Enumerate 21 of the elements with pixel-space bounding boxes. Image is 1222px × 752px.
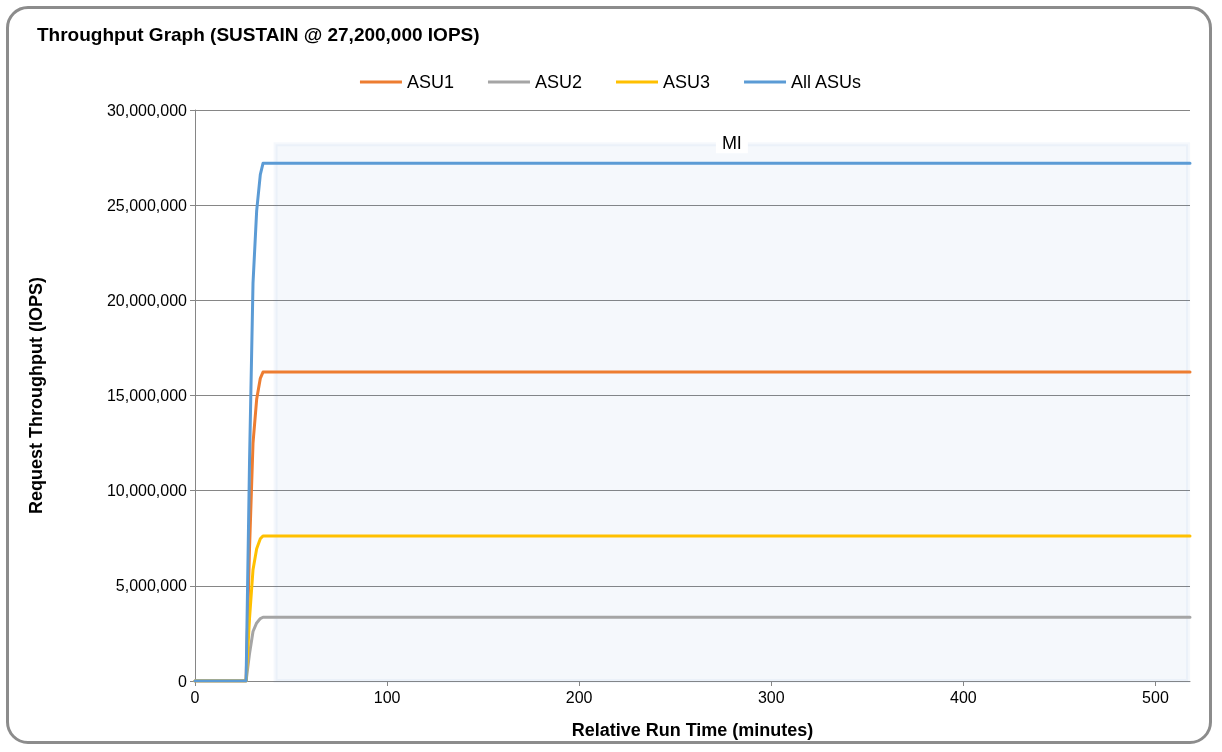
x-tick-label: 500 bbox=[1142, 688, 1169, 706]
legend-label: ASU2 bbox=[534, 72, 583, 92]
y-tick-label: 30,000,000 bbox=[106, 101, 188, 119]
y-tick-label: 20,000,000 bbox=[106, 291, 188, 309]
x-tick-label: 100 bbox=[373, 688, 401, 706]
y-tick-label: 0 bbox=[178, 672, 188, 690]
x-axis-title: Relative Run Time (minutes) bbox=[571, 720, 814, 740]
y-tick-label: 5,000,000 bbox=[115, 577, 188, 595]
y-tick-label: 25,000,000 bbox=[106, 196, 188, 214]
x-tick-label: 400 bbox=[949, 688, 977, 706]
y-tick-label: 10,000,000 bbox=[106, 482, 188, 500]
y-axis-title: Request Throughput (IOPS) bbox=[26, 277, 46, 514]
y-tick-label: 15,000,000 bbox=[106, 387, 188, 404]
x-tick-label: 300 bbox=[757, 688, 785, 706]
band-label: MI bbox=[721, 133, 742, 154]
x-tick-label: 200 bbox=[565, 688, 593, 706]
chart-title: Throughput Graph (SUSTAIN @ 27,200,000 IOPS) bbox=[37, 24, 480, 45]
legend-label: All ASUs bbox=[791, 72, 862, 92]
legend-label: ASU1 bbox=[406, 72, 454, 92]
legend-label: ASU3 bbox=[663, 72, 711, 92]
x-tick-label: 0 bbox=[190, 688, 200, 706]
